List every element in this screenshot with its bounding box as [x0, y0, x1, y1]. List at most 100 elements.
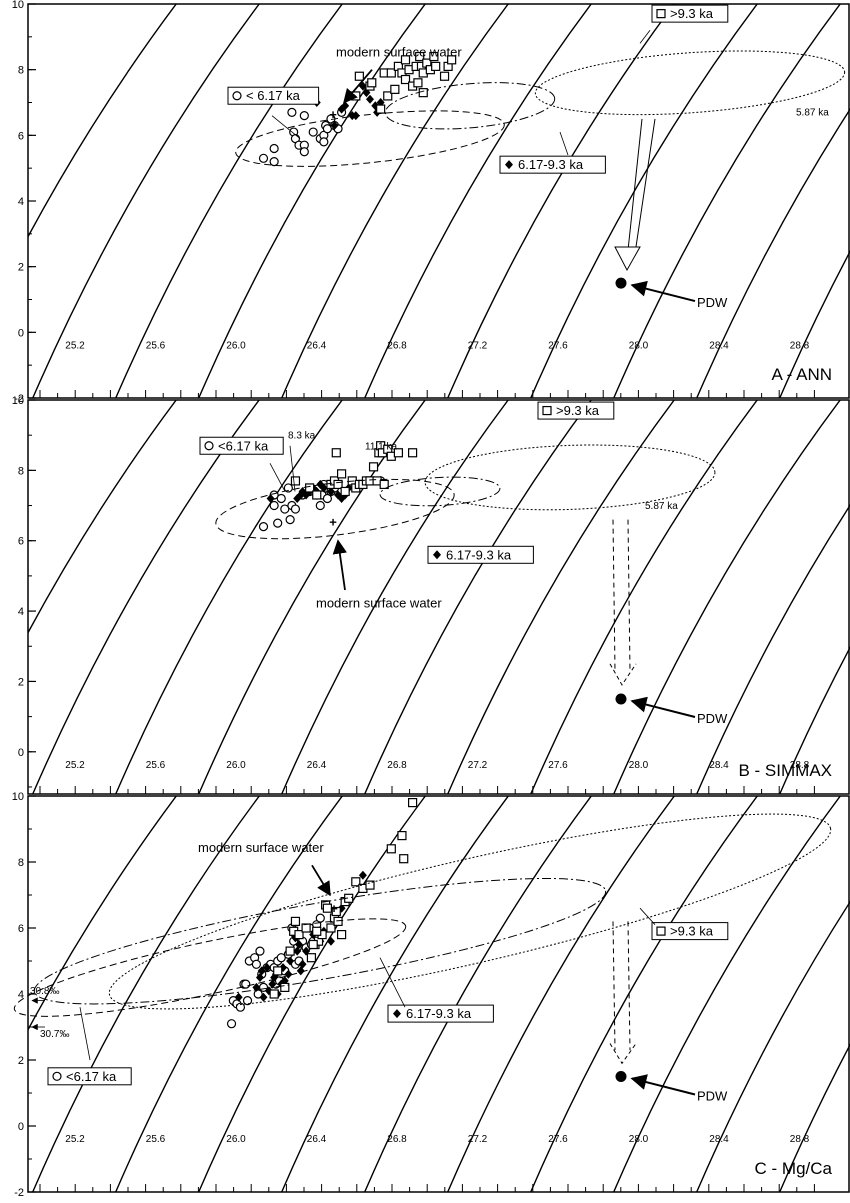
legend-marker-diamond — [433, 550, 441, 560]
point-square — [280, 982, 290, 993]
point-diamond — [255, 973, 264, 982]
pdw-label: PDW — [697, 711, 728, 726]
data-points — [258, 51, 457, 167]
isopycnal-line — [32, 4, 261, 398]
point-square — [269, 989, 279, 999]
y-tick-label: 8 — [18, 65, 24, 77]
legend-mid: 6.17-9.3 ka — [387, 1004, 494, 1023]
legend-mid: 6.17-9.3 ka — [499, 155, 606, 174]
point-square — [331, 906, 341, 917]
point-square — [301, 923, 311, 933]
y-tick-label: 0 — [18, 1121, 24, 1133]
isopycnal-line — [613, 4, 842, 398]
isopycnal-label: 27.6 — [548, 1134, 568, 1145]
point-square — [337, 469, 347, 479]
isopycnal-line — [28, 400, 178, 635]
legend-box — [651, 922, 729, 941]
isopycnal-line — [363, 796, 593, 1192]
y-tick-label: 10 — [12, 395, 24, 407]
point-diamond — [296, 966, 305, 976]
point-diamond — [266, 494, 275, 503]
point-square — [379, 479, 389, 490]
panel-label: A - ANN — [772, 365, 832, 384]
point-diamond — [257, 966, 266, 976]
y-tick-label: 4 — [18, 196, 24, 208]
pdw-label: PDW — [697, 1089, 728, 1104]
isopycnal-label: 27.6 — [548, 340, 568, 351]
isopycnal-label: 28.4 — [709, 1134, 729, 1145]
point-square — [331, 448, 341, 458]
point-square — [386, 68, 396, 78]
isopycnal-label: 26.4 — [307, 760, 327, 771]
isopycnal-line — [281, 400, 510, 794]
point-square — [415, 51, 425, 62]
point-square — [429, 51, 439, 62]
isopycnal-label: 25.6 — [146, 340, 166, 351]
isopycnal-line — [114, 796, 344, 1192]
point-square — [413, 78, 423, 88]
point-circle — [269, 143, 279, 154]
pdw-point — [615, 1071, 627, 1082]
point-circle — [285, 515, 295, 525]
point-circle — [226, 1019, 237, 1029]
legend-label: 6.17-9.3 ka — [406, 1006, 472, 1021]
isopycnal-line — [197, 796, 427, 1192]
salinity-label-1: 30.8‰ — [30, 986, 59, 997]
age-note-3: 5.87 ka — [645, 501, 678, 512]
legend-label: <6.17 ka — [66, 1069, 117, 1084]
legend-old: >9.3 ka — [651, 4, 729, 23]
isopycnal-label: 28.8 — [790, 340, 810, 351]
legend-marker-square — [656, 926, 666, 936]
isopycnal-label: 28.0 — [629, 1134, 649, 1145]
legend-marker-circle — [52, 1071, 62, 1081]
y-tick-label: 6 — [18, 536, 24, 548]
data-points — [226, 797, 418, 1029]
point-square — [408, 797, 418, 808]
point-square — [365, 880, 375, 890]
isopycnal-label: 27.2 — [468, 760, 488, 771]
point-diamond — [366, 94, 374, 104]
isopycnal-line — [778, 1043, 850, 1192]
legend-marker-circle — [204, 441, 214, 451]
y-tick-label: 2 — [18, 262, 24, 274]
isopycnal-curves — [28, 796, 850, 1192]
isopycnal-label: 26.0 — [226, 760, 246, 771]
isopycnal-label: 25.2 — [65, 1134, 85, 1145]
pdw-point — [615, 693, 627, 705]
point-square — [306, 953, 317, 963]
point-circle — [283, 483, 293, 493]
ellipse-old — [108, 813, 832, 1010]
point-circle — [315, 913, 325, 923]
legend-marker-diamond — [393, 1009, 401, 1019]
point-square — [305, 483, 315, 493]
point-diamond — [319, 483, 328, 493]
point-square — [312, 926, 322, 936]
point-circle — [251, 959, 261, 969]
isopycnal-label: 25.6 — [146, 1134, 166, 1145]
point-square — [351, 877, 361, 887]
isopycnal-label: 28.8 — [790, 1134, 810, 1145]
legend-marker-square — [542, 405, 552, 416]
panel-2: 0 2 4 6 8 10 25.2 25.6 26.0 26.4 26.8 27.2 27.6 28.0 2… — [12, 395, 850, 795]
point-circle — [308, 127, 318, 137]
isopycnal-label: 28.4 — [709, 760, 729, 771]
point-circle — [322, 493, 332, 504]
point-diamond — [326, 936, 335, 946]
isopycnal-label: 26.8 — [387, 760, 407, 771]
salinity-label-2: 30.7‰ — [40, 1029, 69, 1040]
panel-3: -2 0 2 4 6 8 10 25.2 25.6 26.0 26.4 26.8 27.2 27.6 28.… — [12, 791, 850, 1199]
isopycnal-line — [198, 4, 427, 398]
point-circle — [299, 147, 309, 157]
point-circle — [276, 493, 286, 504]
point-circle — [269, 500, 279, 511]
isopycnal-line — [115, 400, 344, 794]
isopycnal-line — [447, 400, 676, 794]
isopycnal-line — [32, 400, 261, 794]
point-circle — [299, 111, 309, 121]
pdw-arrow — [630, 696, 696, 718]
pdw-label: PDW — [697, 295, 728, 310]
y-tick-label: 2 — [18, 676, 24, 688]
ellipse-mid — [379, 476, 501, 507]
isopycnal-line — [696, 108, 850, 398]
point-square — [397, 830, 407, 841]
